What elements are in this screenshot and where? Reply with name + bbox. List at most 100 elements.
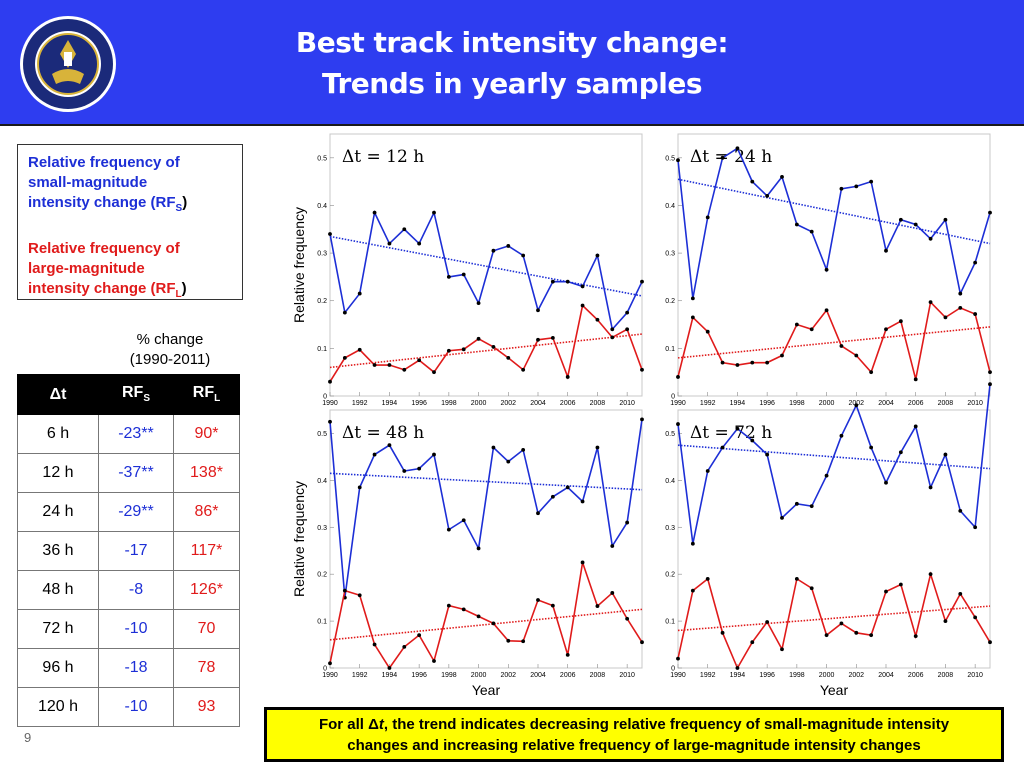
row-dt: 96 h	[17, 648, 99, 688]
large-data-point	[625, 616, 630, 621]
summary-note: For all Δt, the trend indicates decreasi…	[264, 707, 1004, 762]
small-data-point	[580, 284, 585, 289]
small-data-point	[988, 382, 992, 387]
x-tick-label: 2004	[530, 400, 546, 407]
row-dt: 6 h	[17, 414, 99, 454]
y-tick-label: 0.4	[317, 478, 327, 485]
small-data-point	[387, 443, 392, 448]
header-rfs: RFS	[98, 374, 174, 415]
x-tick-label: 1992	[352, 672, 368, 679]
large-data-point	[491, 345, 496, 349]
small-data-point	[580, 499, 585, 504]
y-tick-label: 0.1	[665, 619, 675, 626]
plot-frame	[677, 409, 991, 669]
small-data-point	[461, 518, 466, 523]
y-tick-label: 0.4	[317, 203, 327, 210]
y-tick-label: 0.5	[665, 155, 675, 162]
large-data-point	[446, 603, 451, 608]
large-data-point	[898, 319, 903, 324]
small-data-point	[402, 227, 407, 232]
large-data-point	[550, 603, 555, 608]
large-data-point	[580, 560, 585, 565]
large-data-point	[676, 375, 680, 379]
large-data-point	[461, 347, 466, 352]
small-data-point	[943, 452, 948, 457]
x-tick-label: 1996	[759, 672, 775, 679]
x-tick-label: 2002	[500, 400, 516, 407]
small-data-point	[550, 494, 555, 499]
large-data-point	[402, 367, 407, 372]
small-data-point	[565, 279, 570, 284]
large-data-point	[973, 615, 978, 620]
plot-frame	[329, 133, 643, 397]
y-tick-label: 0.2	[317, 298, 327, 305]
large-data-point	[610, 591, 615, 595]
title-line-2: Trends in yearly samples	[321, 67, 703, 100]
small-trend-line	[677, 178, 991, 245]
y-tick-label: 0.3	[317, 525, 327, 532]
row-dt: 120 h	[17, 687, 99, 727]
header-rfl: RFL	[173, 374, 240, 415]
large-data-point	[780, 647, 784, 652]
small-data-point	[610, 327, 615, 332]
small-data-point	[690, 541, 695, 546]
large-data-point	[943, 619, 948, 623]
small-data-point	[705, 469, 710, 473]
x-tick-label: 2002	[848, 672, 864, 679]
large-data-point	[387, 363, 392, 367]
large-data-point	[824, 633, 829, 638]
y-axis-label: Relative frequency	[291, 207, 307, 323]
large-data-point	[690, 315, 695, 320]
row-rfl: 70	[173, 609, 240, 649]
small-data-point	[973, 525, 978, 530]
chart-panel-1: 0 0.1 0.2 0.3 0.4 0.5 1990 1992 1994 1996 1998 2000…	[291, 133, 644, 407]
small-data-point	[943, 217, 948, 222]
x-tick-label: 1992	[352, 400, 368, 407]
row-rfl: 138*	[173, 453, 240, 493]
small-data-point	[387, 241, 392, 246]
small-data-point	[521, 253, 526, 258]
small-data-point	[506, 459, 511, 464]
small-data-point	[913, 222, 918, 227]
large-data-point	[884, 589, 888, 594]
large-data-point	[973, 312, 978, 316]
large-data-point	[342, 355, 347, 360]
large-data-point	[432, 659, 436, 663]
small-data-point	[506, 244, 511, 248]
y-tick-label: 0.3	[665, 525, 675, 532]
large-series-line	[329, 303, 643, 383]
large-data-point	[357, 347, 362, 352]
large-data-point	[794, 322, 799, 327]
x-tick-label: 2010	[967, 400, 983, 407]
small-data-point	[750, 438, 755, 443]
x-tick-label: 1994	[382, 400, 398, 407]
small-data-point	[417, 466, 422, 471]
x-tick-label: 1998	[789, 672, 805, 679]
panel-title: Δt = 12 h	[342, 147, 424, 167]
row-rfl: 126*	[173, 570, 240, 610]
legend-large: Relative frequency of large-magnitude in…	[28, 240, 187, 300]
small-data-point	[884, 248, 888, 253]
large-data-point	[884, 327, 888, 332]
small-data-point	[432, 210, 436, 215]
small-data-point	[446, 527, 451, 532]
row-rfs: -29**	[98, 492, 174, 532]
large-trend-line	[677, 326, 991, 359]
small-series-line	[677, 384, 991, 544]
large-data-point	[536, 598, 540, 602]
large-data-point	[580, 303, 585, 308]
small-data-point	[839, 186, 844, 191]
x-tick-label: 2006	[908, 400, 924, 407]
x-tick-label: 2008	[938, 672, 954, 679]
small-series-line	[329, 419, 643, 598]
small-data-point	[780, 174, 784, 179]
small-trend-line	[329, 472, 643, 491]
percent-change-table: Δt RFS RFL 6 h -23** 90* 12 h -37** 138* 24 h-…	[17, 374, 240, 727]
x-tick-label: 2000	[819, 400, 835, 407]
small-data-point	[536, 308, 540, 313]
row-rfs: -10	[98, 687, 174, 727]
large-data-point	[640, 367, 644, 372]
x-tick-label: 1994	[730, 672, 746, 679]
large-data-point	[958, 591, 963, 596]
large-data-point	[536, 337, 540, 342]
